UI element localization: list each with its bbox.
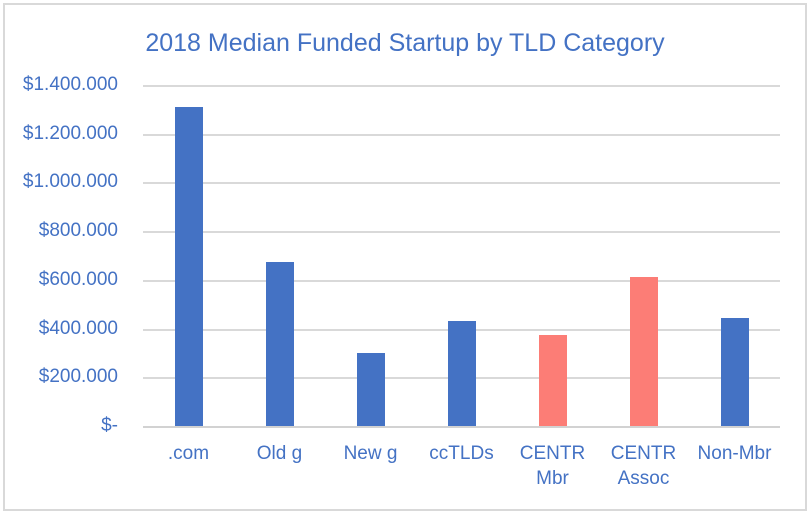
chart-title: 2018 Median Funded Startup by TLD Catego…: [145, 29, 665, 57]
bar-old-g: [266, 262, 294, 426]
gridline: [143, 182, 780, 184]
gridline: [143, 134, 780, 136]
bar-new-g: [357, 353, 385, 426]
x-tick-label: CENTR Mbr: [519, 443, 586, 489]
gridline: [143, 85, 780, 87]
bar-non-mbr: [721, 318, 749, 426]
y-tick-label: $1.200.000: [22, 123, 118, 144]
x-tick-label: .com: [167, 443, 210, 464]
bar-centr-mbr: [539, 335, 567, 426]
bar-centr-assoc: [630, 277, 658, 426]
y-tick-label: $1.000.000: [22, 171, 118, 192]
gridline: [143, 280, 780, 282]
gridline: [143, 231, 780, 233]
x-tick-label: New g: [343, 443, 398, 464]
bar-cctlds: [448, 321, 476, 426]
x-tick-label: ccTLDs: [429, 443, 494, 464]
x-tick-label: Non-Mbr: [697, 443, 772, 464]
y-tick-label: $600.000: [38, 269, 118, 290]
plot-area: [143, 85, 780, 428]
y-tick-label: $1.400.000: [22, 74, 118, 95]
y-tick-label: $400.000: [38, 318, 118, 339]
y-tick-label: $200.000: [38, 366, 118, 387]
bar-.com: [175, 107, 203, 426]
y-tick-label: $800.000: [38, 220, 118, 241]
x-axis: .com Old g New g ccTLDs CENTR Mbr CENTR Assoc…: [143, 441, 780, 501]
y-tick-label: $-: [101, 415, 118, 436]
x-tick-label: Old g: [256, 443, 303, 464]
x-tick-label: CENTR Assoc: [610, 443, 677, 489]
